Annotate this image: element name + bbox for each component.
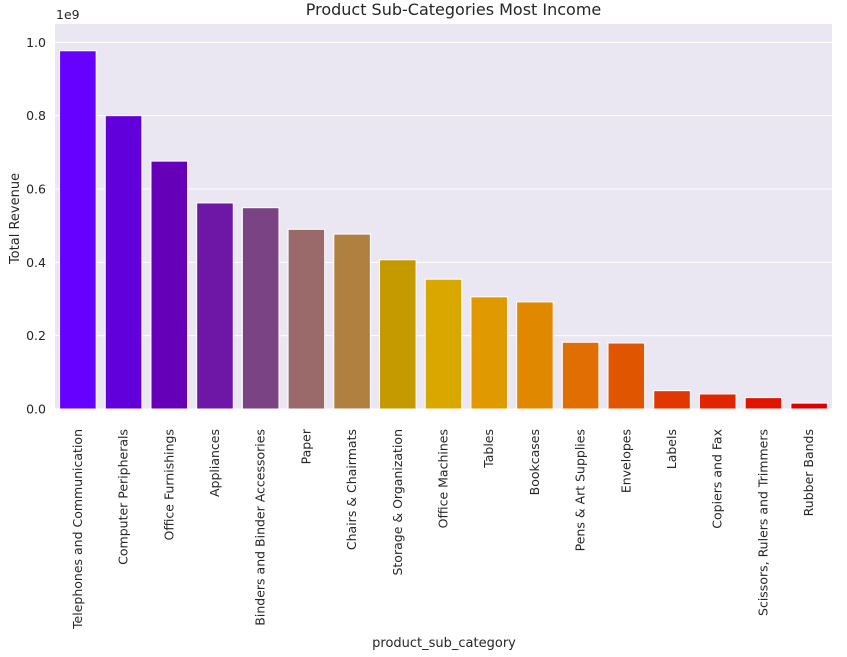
x-tick-label: Chairs & Chairmats (344, 429, 359, 550)
y-tick-label: 0.0 (26, 402, 46, 417)
bar (379, 259, 417, 410)
x-tick-label: Labels (664, 429, 679, 469)
y-tick-label: 0.2 (26, 328, 46, 343)
x-tick-label: Tables (481, 429, 496, 469)
bar (333, 233, 371, 410)
bar (790, 402, 828, 410)
x-tick-label: Binders and Binder Accessories (253, 429, 268, 626)
bar (104, 115, 143, 410)
x-axis-ticks: Telephones and Communication Computer Per… (70, 428, 816, 630)
bar (470, 296, 508, 410)
y-axis-label: Total Revenue (8, 173, 23, 265)
bar (424, 278, 463, 410)
x-tick-label: Scissors, Rulers and Trimmers (755, 429, 770, 616)
x-tick-label: Office Furnishings (161, 429, 176, 540)
bar (196, 202, 234, 410)
bar (241, 207, 280, 410)
x-axis-label: product_sub_category (372, 636, 516, 651)
bar (59, 50, 97, 410)
x-tick-label: Computer Peripherals (116, 429, 131, 565)
x-tick-label: Storage & Organization (390, 429, 405, 576)
bar (698, 393, 737, 410)
x-tick-label: Office Machines (436, 429, 451, 528)
y-axis-offset-label: 1e9 (56, 7, 80, 22)
bars (59, 50, 828, 410)
x-tick-label: Envelopes (618, 429, 633, 493)
y-tick-label: 0.8 (26, 108, 46, 123)
bar (607, 342, 646, 410)
x-tick-label: Rubber Bands (801, 429, 816, 516)
x-tick-label: Pens & Art Supplies (573, 429, 588, 551)
x-tick-label: Copiers and Fax (710, 429, 725, 529)
bar (653, 390, 691, 410)
x-tick-label: Telephones and Communication (70, 429, 85, 630)
bar (287, 228, 326, 410)
bar (744, 397, 783, 410)
bar (561, 341, 600, 410)
x-tick-label: Paper (298, 428, 313, 464)
bar (150, 160, 189, 410)
y-tick-label: 0.6 (26, 182, 46, 197)
x-tick-label: Appliances (207, 429, 222, 497)
chart-title: Product Sub-Categories Most Income (306, 0, 602, 19)
x-tick-label: Bookcases (527, 429, 542, 495)
bar (516, 301, 554, 410)
y-axis-ticks: 0.0 0.2 0.4 0.6 0.8 1.0 (26, 35, 46, 417)
y-tick-label: 0.4 (26, 255, 46, 270)
y-tick-label: 1.0 (26, 35, 46, 50)
